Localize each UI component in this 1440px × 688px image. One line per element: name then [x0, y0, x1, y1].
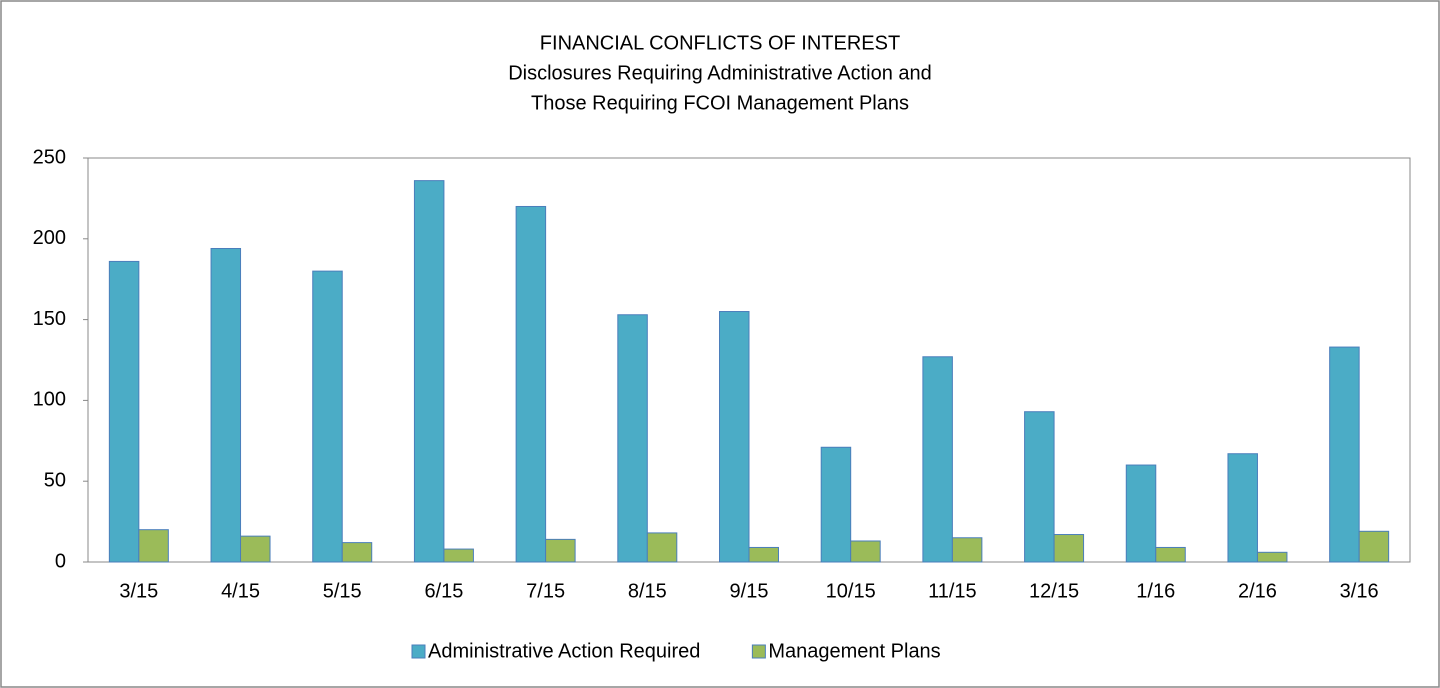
- bar: [951, 537, 983, 563]
- bar: [1024, 411, 1055, 563]
- x-tick-label: 9/15: [730, 580, 769, 602]
- y-tick-label: 150: [33, 308, 66, 330]
- chart-subtitle: Disclosures Requiring Administrative Act…: [508, 62, 932, 84]
- bar: [1358, 530, 1390, 563]
- y-tick-label: 200: [33, 227, 66, 249]
- x-tick-label: 6/15: [424, 580, 463, 602]
- x-tick-label: 12/15: [1029, 580, 1079, 602]
- y-tick-label: 0: [55, 550, 66, 572]
- bar: [1329, 346, 1360, 563]
- bar: [646, 532, 678, 563]
- legend-label: Management Plans: [768, 640, 940, 662]
- x-tick-label: 8/15: [628, 580, 667, 602]
- bar: [108, 260, 140, 563]
- bar: [820, 446, 852, 563]
- y-tick-label: 100: [33, 389, 66, 411]
- x-tick-label: 2/16: [1238, 580, 1277, 602]
- bar: [922, 356, 953, 563]
- x-tick-label: 3/16: [1340, 580, 1379, 602]
- bar: [617, 314, 648, 563]
- legend-swatch: [411, 644, 426, 659]
- bar: [210, 247, 242, 563]
- bar: [138, 529, 169, 563]
- bar: [850, 540, 881, 563]
- bar: [1256, 551, 1288, 563]
- bar: [341, 542, 373, 563]
- bar: [1125, 464, 1157, 563]
- y-tick-label: 50: [44, 469, 66, 491]
- bar: [719, 311, 750, 563]
- bar: [1053, 534, 1085, 563]
- x-tick-label: 10/15: [826, 580, 876, 602]
- legend-label: Administrative Action Required: [428, 640, 700, 662]
- x-tick-label: 3/15: [119, 580, 158, 602]
- x-tick-label: 4/15: [221, 580, 260, 602]
- chart-title: FINANCIAL CONFLICTS OF INTEREST: [540, 32, 900, 54]
- y-tick-label: 250: [33, 146, 66, 168]
- bar: [748, 546, 779, 563]
- bar: [443, 548, 474, 563]
- bar: [545, 538, 576, 563]
- bar: [413, 180, 445, 563]
- bar: [1227, 453, 1258, 563]
- x-tick-label: 1/16: [1136, 580, 1175, 602]
- x-tick-label: 11/15: [928, 580, 977, 602]
- bar: [240, 535, 271, 563]
- bar: [312, 270, 343, 563]
- x-tick-label: 5/15: [323, 580, 362, 602]
- chart-subtitle: Those Requiring FCOI Management Plans: [531, 92, 909, 114]
- legend-swatch: [751, 644, 766, 659]
- bar: [515, 205, 547, 563]
- bar: [1155, 546, 1186, 563]
- x-tick-label: 7/15: [526, 580, 565, 602]
